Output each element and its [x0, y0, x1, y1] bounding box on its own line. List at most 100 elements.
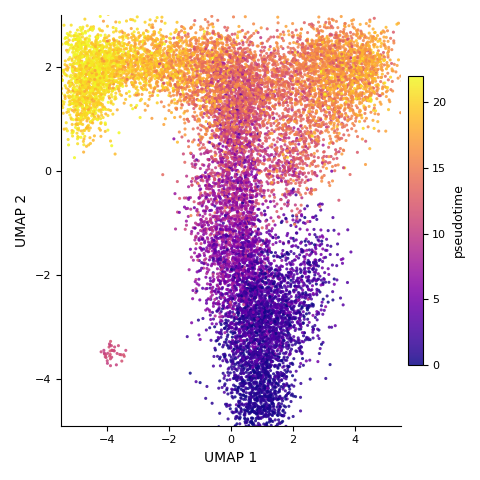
Point — [109, 87, 117, 95]
Point — [331, 34, 338, 41]
Point — [174, 55, 182, 63]
Point — [279, 412, 287, 420]
Point — [306, 240, 313, 248]
Point — [237, 201, 244, 209]
Point — [256, 319, 264, 327]
Point — [278, 323, 286, 331]
Point — [281, 81, 288, 89]
Point — [290, 237, 298, 245]
Point — [222, 34, 229, 42]
Point — [213, 108, 221, 115]
Point — [197, 126, 204, 134]
Point — [336, 72, 344, 80]
Point — [204, 268, 211, 276]
Point — [243, 215, 251, 222]
Point — [86, 25, 94, 33]
Point — [158, 73, 166, 81]
Point — [248, 149, 256, 156]
Point — [264, 346, 271, 354]
Point — [300, 320, 307, 327]
Point — [264, 388, 272, 396]
Point — [74, 96, 82, 104]
Point — [304, 273, 312, 281]
Point — [282, 314, 290, 322]
Point — [257, 404, 265, 411]
Point — [239, 367, 247, 375]
Point — [235, 176, 242, 184]
Point — [271, 92, 278, 100]
Point — [329, 55, 336, 62]
Point — [215, 158, 223, 166]
Point — [278, 302, 286, 310]
Point — [347, 46, 355, 53]
Point — [221, 192, 228, 200]
Point — [246, 38, 254, 46]
Point — [108, 79, 116, 87]
Point — [158, 82, 166, 90]
Point — [121, 66, 129, 74]
Point — [200, 123, 207, 131]
Point — [268, 332, 276, 339]
Point — [327, 57, 335, 65]
Point — [229, 201, 237, 209]
Point — [282, 178, 289, 186]
Point — [219, 110, 227, 118]
Point — [228, 88, 235, 96]
Point — [289, 33, 297, 41]
Point — [240, 331, 248, 339]
Point — [242, 90, 250, 98]
Point — [257, 315, 265, 323]
Point — [249, 228, 256, 236]
Point — [275, 50, 282, 58]
Point — [159, 74, 167, 82]
Point — [333, 43, 341, 50]
Point — [252, 180, 260, 188]
Point — [267, 302, 275, 310]
Point — [279, 45, 287, 52]
Point — [263, 342, 271, 350]
Point — [188, 76, 196, 84]
Point — [345, 103, 352, 111]
Point — [223, 197, 230, 204]
Point — [355, 84, 362, 92]
Point — [324, 33, 331, 40]
Point — [114, 61, 122, 69]
Point — [308, 55, 316, 63]
Point — [279, 337, 287, 345]
Point — [221, 127, 229, 135]
Point — [256, 292, 264, 300]
Point — [114, 49, 121, 57]
Point — [147, 57, 155, 64]
Point — [117, 56, 125, 63]
Point — [216, 277, 224, 285]
Point — [242, 111, 250, 119]
Point — [151, 57, 159, 64]
Point — [86, 65, 94, 72]
Point — [251, 48, 259, 56]
Point — [228, 281, 236, 289]
Point — [228, 155, 236, 163]
Point — [273, 340, 281, 348]
Point — [62, 39, 70, 47]
Point — [250, 86, 257, 94]
Point — [264, 83, 272, 90]
Point — [250, 214, 258, 222]
Point — [188, 228, 195, 235]
Point — [362, 57, 370, 65]
Point — [134, 48, 142, 56]
Point — [69, 107, 76, 114]
Point — [257, 355, 264, 362]
Point — [250, 55, 258, 62]
Point — [249, 73, 256, 81]
Point — [294, 173, 301, 180]
Point — [322, 374, 330, 382]
Point — [232, 152, 240, 160]
Point — [174, 74, 181, 82]
Point — [223, 104, 231, 112]
Point — [297, 99, 305, 107]
Point — [264, 91, 271, 99]
Point — [221, 232, 229, 240]
Point — [301, 160, 309, 168]
Point — [163, 61, 170, 69]
Point — [245, 41, 253, 49]
